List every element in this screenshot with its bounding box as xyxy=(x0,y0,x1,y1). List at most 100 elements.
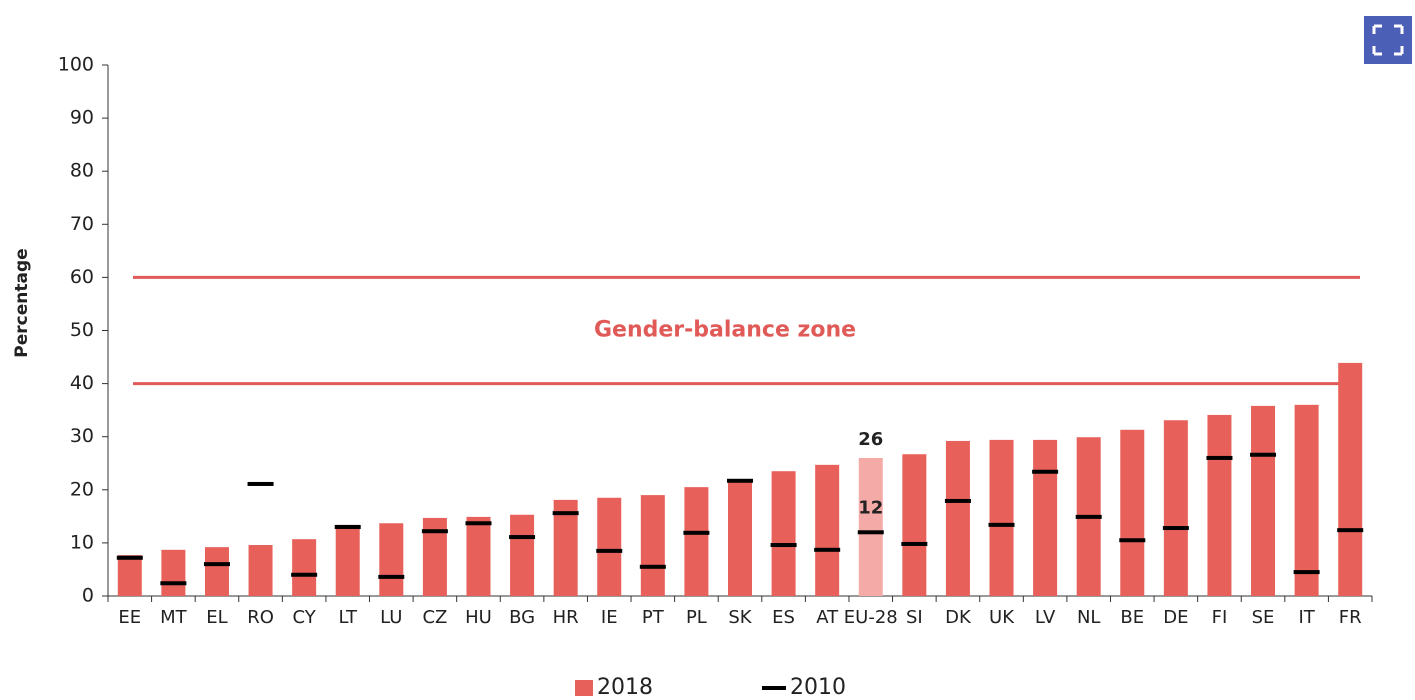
marker xyxy=(291,572,318,577)
bar xyxy=(640,495,665,596)
x-tick-label: PT xyxy=(642,607,665,628)
bar xyxy=(945,440,970,596)
y-tick-label: 90 xyxy=(70,107,94,129)
y-tick-label: 40 xyxy=(70,372,94,394)
marker xyxy=(334,524,361,529)
marker xyxy=(1337,528,1364,533)
bar xyxy=(204,547,229,596)
marker xyxy=(378,574,405,579)
marker xyxy=(901,541,928,546)
x-tick-label: DK xyxy=(945,607,972,628)
bar xyxy=(815,464,840,596)
x-tick-label: UK xyxy=(989,607,1015,628)
x-tick-label: CY xyxy=(293,607,317,628)
bar xyxy=(597,497,622,596)
x-tick-label: RO xyxy=(247,607,274,628)
y-tick-label: 10 xyxy=(70,531,94,553)
legend-swatch xyxy=(762,686,786,690)
x-tick-label: NL xyxy=(1077,607,1101,628)
x-tick-label: LU xyxy=(380,607,402,628)
x-tick-label: EE xyxy=(118,607,141,628)
marker xyxy=(1162,526,1189,531)
bar xyxy=(161,549,186,596)
legend-label: 2018 xyxy=(597,675,653,700)
bar xyxy=(1120,429,1145,596)
y-axis-label: Percentage xyxy=(12,248,32,357)
marker xyxy=(247,481,274,486)
bar xyxy=(248,545,273,596)
y-tick-label: 60 xyxy=(70,266,94,288)
marker xyxy=(683,530,710,535)
bar xyxy=(1251,405,1276,596)
marker xyxy=(1032,469,1059,474)
bar xyxy=(1338,362,1363,596)
x-tick-label: EU-28 xyxy=(844,607,898,628)
x-tick-label: ES xyxy=(772,607,795,628)
x-tick-label: BG xyxy=(509,607,535,628)
x-tick-label: LV xyxy=(1035,607,1056,628)
legend-swatch xyxy=(575,680,593,696)
y-tick-label: 80 xyxy=(70,160,94,182)
bar xyxy=(510,514,535,596)
x-tick-label: LT xyxy=(338,607,358,628)
bar xyxy=(684,487,709,596)
y-tick-label: 70 xyxy=(70,213,94,235)
x-tick-label: SI xyxy=(906,607,923,628)
x-tick-label: IT xyxy=(1298,607,1315,628)
x-tick-label: FI xyxy=(1212,607,1228,628)
x-tick-label: MT xyxy=(160,607,188,628)
x-tick-label: HR xyxy=(553,607,579,628)
data-label: 26 xyxy=(858,429,883,450)
marker xyxy=(160,581,187,586)
x-tick-label: HU xyxy=(465,607,492,628)
annotation: Gender-balance zone xyxy=(594,318,856,343)
marker xyxy=(596,548,623,553)
x-tick-label: BE xyxy=(1120,607,1144,628)
marker xyxy=(552,511,579,516)
bar xyxy=(117,555,142,596)
x-tick-label: FR xyxy=(1339,607,1362,628)
bar xyxy=(771,471,796,596)
bar xyxy=(553,499,578,596)
marker xyxy=(509,535,536,540)
marker xyxy=(639,564,666,569)
bar xyxy=(335,524,360,596)
bar xyxy=(292,539,317,596)
bar xyxy=(466,516,491,596)
marker xyxy=(814,547,841,552)
marker xyxy=(116,555,143,560)
expand-icon[interactable] xyxy=(1364,16,1412,64)
marker xyxy=(1206,455,1233,460)
bar xyxy=(728,479,752,596)
marker xyxy=(203,562,230,567)
x-tick-label: PL xyxy=(686,607,707,628)
x-tick-label: SE xyxy=(1252,607,1275,628)
marker xyxy=(1293,570,1320,575)
y-tick-label: 30 xyxy=(70,425,94,447)
x-tick-label: SK xyxy=(728,607,752,628)
bar xyxy=(1207,414,1232,596)
bar xyxy=(989,439,1014,596)
marker xyxy=(770,543,797,548)
marker xyxy=(1075,514,1102,519)
bar xyxy=(1033,439,1058,596)
data-label: 12 xyxy=(858,497,883,518)
bar xyxy=(858,457,883,596)
bar xyxy=(902,454,927,596)
x-tick-label: EL xyxy=(206,607,227,628)
marker xyxy=(944,498,971,503)
bar xyxy=(1294,404,1319,596)
bar xyxy=(1163,420,1188,596)
marker xyxy=(857,530,884,535)
marker xyxy=(465,521,492,526)
x-tick-label: DE xyxy=(1163,607,1188,628)
marker xyxy=(727,478,753,483)
y-tick-label: 0 xyxy=(82,585,94,607)
y-tick-label: 50 xyxy=(70,319,94,341)
y-tick-label: 20 xyxy=(70,478,94,500)
marker xyxy=(988,522,1015,527)
legend-label: 2010 xyxy=(790,675,846,700)
marker xyxy=(1119,538,1146,543)
bar xyxy=(379,523,404,596)
